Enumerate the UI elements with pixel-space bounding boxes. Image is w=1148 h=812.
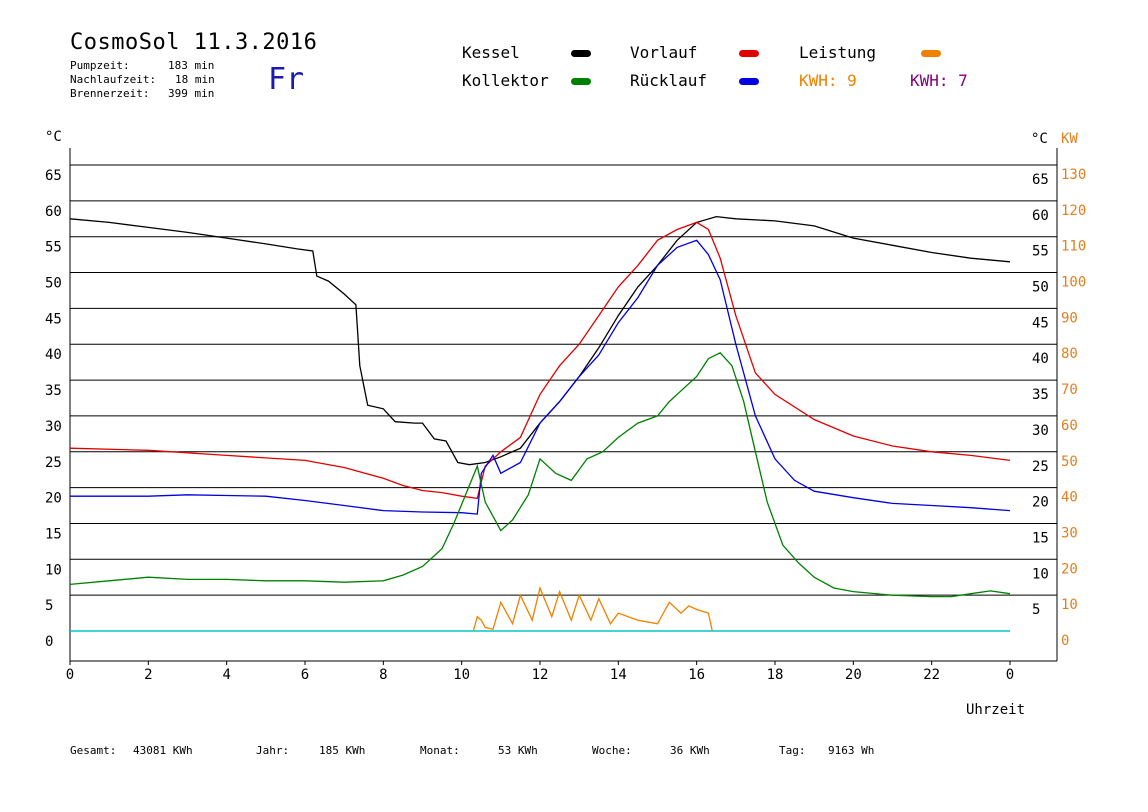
chart-title: CosmoSol 11.3.2016: [70, 30, 318, 55]
footer-monat-label: Monat:: [420, 744, 460, 757]
y-right-kw-tick-label: 100: [1061, 275, 1086, 291]
kwh-purple-label: KWH: 7: [910, 71, 968, 90]
y-left-tick-label: 20: [45, 491, 62, 507]
y-right-unit-label: °C: [1031, 131, 1048, 147]
y-right-kw-tick-label: 20: [1061, 561, 1078, 577]
y-left-unit-label: °C: [45, 129, 62, 145]
legend-swatch-vorlauf: [739, 50, 759, 57]
y-left-tick-label: 30: [45, 419, 62, 435]
y-right-kw-tick-label: 0: [1061, 633, 1069, 649]
y-right-temp-tick-label: 65: [1032, 172, 1049, 188]
y-right-temp-tick-label: 30: [1032, 423, 1049, 439]
y-right-temp-tick-label: 50: [1032, 280, 1049, 296]
y-right-kw-tick-label: 120: [1061, 203, 1086, 219]
y-right-temp-tick-label: 35: [1032, 387, 1049, 403]
y-right-kw-tick-label: 30: [1061, 525, 1078, 541]
legend-swatch-ruecklauf: [739, 78, 759, 85]
y-right-temp-tick-label: 25: [1032, 459, 1049, 475]
y-left-tick-label: 25: [45, 455, 62, 471]
series-line-vorlauf: [69, 221, 1011, 500]
stat-value-pumpzeit: 183 min: [168, 59, 215, 72]
y-left-tick-label: 10: [45, 562, 62, 578]
series-line-kessel: [69, 215, 1011, 466]
x-tick-label: 20: [845, 667, 862, 683]
x-tick-label: 0: [66, 667, 74, 683]
stat-label-brennerzeit: Brennerzeit:: [70, 87, 150, 100]
legend-swatch-kollektor: [571, 78, 591, 85]
y-left-tick-label: 40: [45, 347, 62, 363]
y-right-kw-tick-label: 60: [1061, 418, 1078, 434]
y-left-tick-label: 0: [45, 634, 53, 650]
y-right-kw-tick-label: 10: [1061, 597, 1078, 613]
x-tick-label: 2: [144, 667, 152, 683]
y-right-temp-tick-label: 60: [1032, 208, 1049, 224]
y-right-temp-tick-label: 15: [1032, 530, 1049, 546]
legend-label-ruecklauf: Rücklauf: [630, 71, 708, 90]
x-tick-label: 18: [767, 667, 784, 683]
y-left-tick-label: 55: [45, 240, 62, 256]
footer-woche-label: Woche:: [592, 744, 632, 757]
x-tick-label: 0: [1006, 667, 1014, 683]
y-left-tick-label: 60: [45, 204, 62, 220]
y-right-kw-tick-label: 130: [1061, 167, 1086, 183]
y-right-kw-tick-label: 50: [1061, 454, 1078, 470]
y-left-tick-label: 15: [45, 526, 62, 542]
legend-label-vorlauf: Vorlauf: [630, 43, 698, 62]
y-right-temp-tick-label: 20: [1032, 495, 1049, 511]
x-tick-label: 4: [222, 667, 230, 683]
footer-jahr-value: 185 KWh: [319, 744, 366, 757]
y-right-kw-tick-label: 90: [1061, 310, 1078, 326]
footer-gesamt-label: Gesamt:: [70, 744, 117, 757]
y-right-temp-tick-label: 10: [1032, 566, 1049, 582]
kwh-orange-label: KWH: 9: [799, 71, 857, 90]
x-tick-label: 12: [532, 667, 549, 683]
x-tick-label: 22: [923, 667, 940, 683]
footer-tag-label: Tag:: [779, 744, 806, 757]
y-right-kw-tick-label: 40: [1061, 490, 1078, 506]
y-right-temp-tick-label: 5: [1032, 602, 1040, 618]
y-right-kw-tick-label: 110: [1061, 239, 1086, 255]
series-line-rcklauf: [70, 239, 1011, 515]
x-tick-label: 6: [301, 667, 309, 683]
y-left-tick-label: 5: [45, 598, 53, 614]
x-tick-label: 16: [688, 667, 705, 683]
y-left-tick-label: 45: [45, 311, 62, 327]
y-right-temp-tick-label: 40: [1032, 351, 1049, 367]
y-left-tick-label: 35: [45, 383, 62, 399]
y-right-kw-tick-label: 70: [1061, 382, 1078, 398]
legend-swatch-kessel: [571, 50, 591, 57]
legend-label-leistung: Leistung: [799, 43, 877, 62]
series-line-kollektor: [69, 352, 1011, 598]
footer-tag-value: 9163 Wh: [828, 744, 875, 757]
x-tick-label: 10: [453, 667, 470, 683]
legend-label-kollektor: Kollektor: [462, 71, 549, 90]
weekday-label: Fr: [268, 62, 305, 97]
legend-swatch-leistung: [921, 50, 941, 57]
footer-woche-value: 36 KWh: [670, 744, 710, 757]
stat-value-nachlaufzeit: 18 min: [175, 73, 215, 86]
x-tick-label: 14: [610, 667, 627, 683]
y-right-kw-tick-label: 80: [1061, 346, 1078, 362]
y-right-temp-tick-label: 45: [1032, 315, 1049, 331]
y-right-kw-unit-label: KW: [1061, 131, 1078, 147]
footer-gesamt-value: 43081 KWh: [133, 744, 193, 757]
y-right-temp-tick-label: 55: [1032, 244, 1049, 260]
y-left-tick-label: 50: [45, 276, 62, 292]
stat-label-pumpzeit: Pumpzeit:: [70, 59, 130, 72]
x-axis-label: Uhrzeit: [966, 702, 1025, 718]
y-left-tick-label: 65: [45, 168, 62, 184]
footer-monat-value: 53 KWh: [498, 744, 538, 757]
footer-jahr-label: Jahr:: [256, 744, 290, 757]
stat-label-nachlaufzeit: Nachlaufzeit:: [70, 73, 157, 86]
stat-value-brennerzeit: 399 min: [168, 87, 215, 100]
legend-label-kessel: Kessel: [462, 43, 520, 62]
series-line-leistung: [472, 585, 713, 632]
x-tick-label: 8: [379, 667, 387, 683]
